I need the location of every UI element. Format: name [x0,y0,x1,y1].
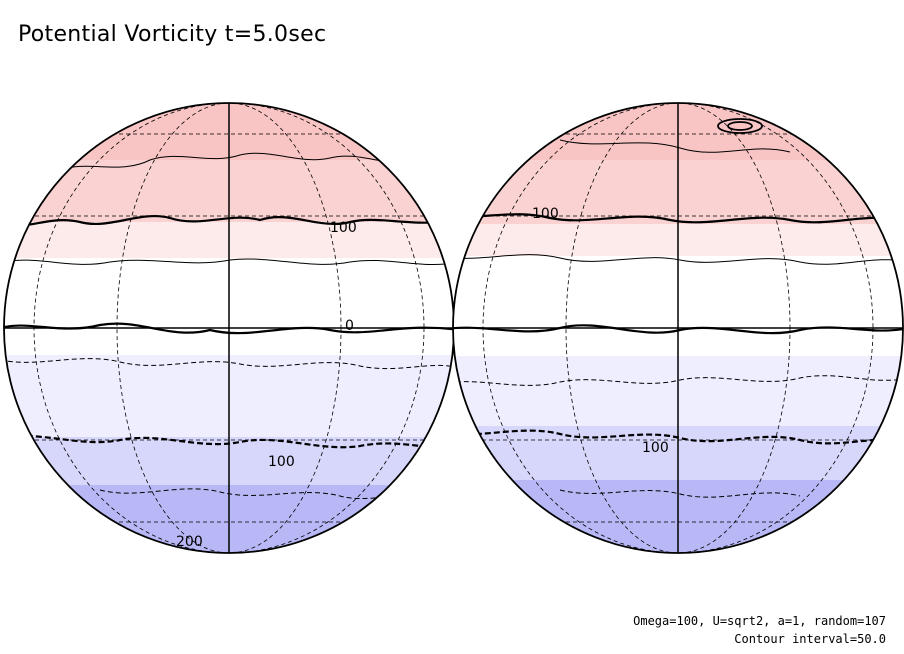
pv-band-band_zero [453,256,903,360]
pv-band-band_south_2 [453,426,903,484]
contour-north-150 [59,152,421,171]
contour-south-150 [559,489,801,498]
contour-label: 0 [345,318,354,334]
right-hemisphere: 100 100 [452,102,904,554]
contour-label: 100 [532,206,559,222]
contour-south-50 [453,375,903,386]
pv-band-band_zero [4,258,454,358]
vortex-ring [717,118,763,134]
parameters-note: Omega=100, U=sqrt2, a=1, random=107 [633,614,886,628]
left-hemisphere: 100 0 100 200 [3,102,455,554]
contour-north-50 [4,258,454,265]
pv-band-band_north_1 [4,222,454,262]
contour-north-100 [453,212,903,224]
vortex-ring [727,121,753,131]
contour-south-100 [453,429,903,445]
contour-interval-note: Contour interval=50.0 [734,632,886,646]
contour-south-50 [4,358,454,370]
contour-label: 200 [176,534,203,550]
contour-north-100 [4,215,454,228]
contour-label: 100 [268,454,295,470]
contour-south-100 [4,434,454,449]
contour-north-50 [453,254,903,265]
right-globe-outline [452,102,904,554]
pv-band-band_north_1 [453,224,903,260]
plot-title: Potential Vorticity t=5.0sec [18,22,327,47]
pv-band-band_south_1 [4,355,454,440]
pv-band-band_south_1 [453,356,903,430]
contour-label: 100 [642,440,669,456]
contour-north-150 [559,139,791,153]
contour-label: 100 [330,220,357,236]
